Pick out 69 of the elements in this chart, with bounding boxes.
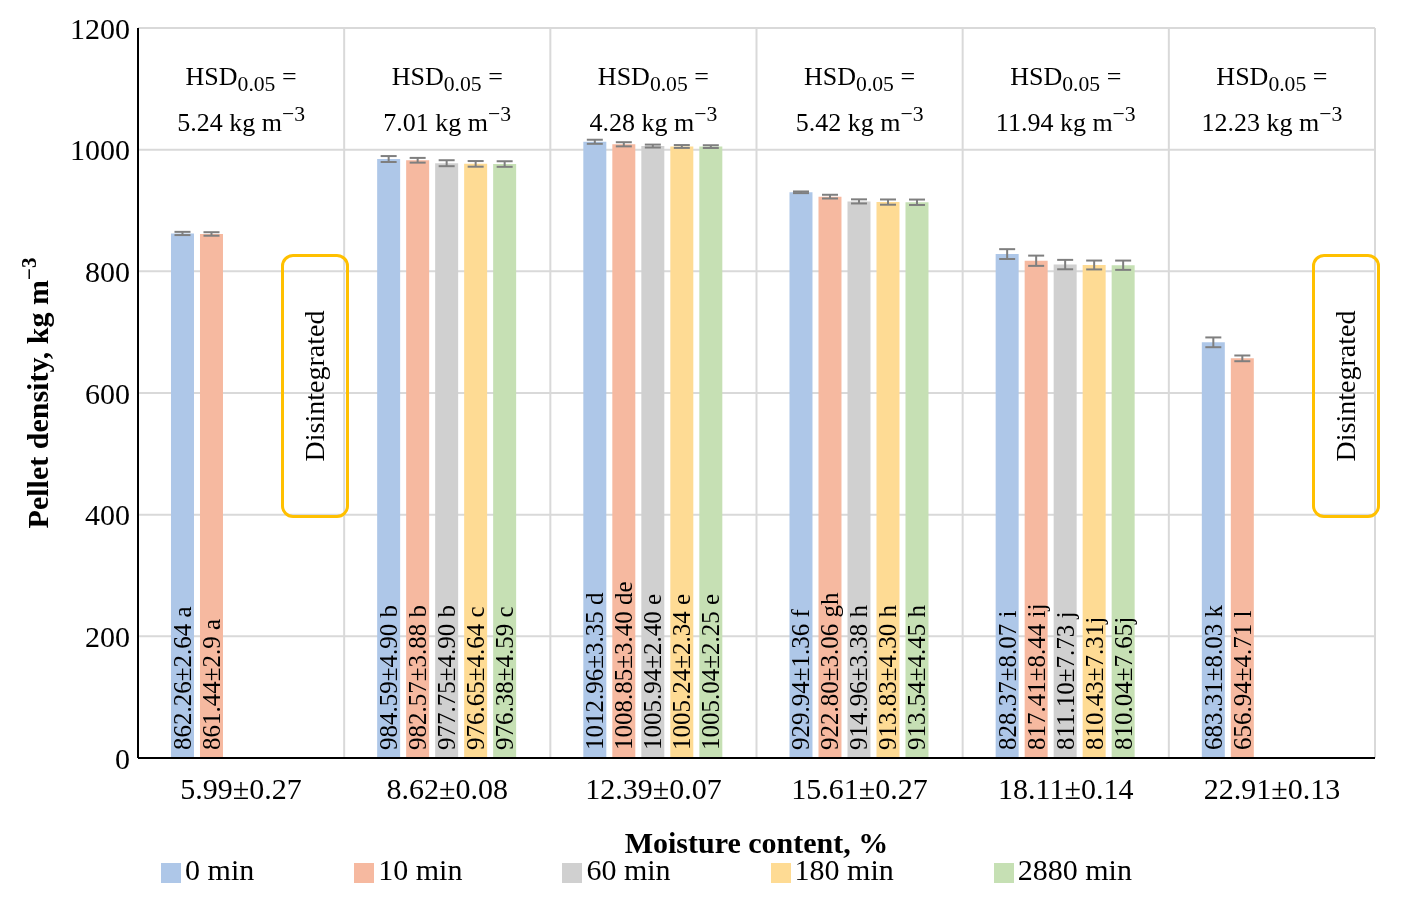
- data-label: 984.59±4.90 b: [375, 605, 403, 750]
- annotation: HSD$_{0.05}$ = 12.23 kg m$^{−3}$: [1200, 61, 1344, 138]
- data-label: 976.65±4.64 c: [462, 606, 490, 750]
- legend-label: 10 min: [378, 853, 463, 886]
- data-label: 828.37±8.07 i: [993, 610, 1021, 750]
- data-label: 976.38±4.59 c: [491, 606, 519, 750]
- bar: [789, 192, 813, 758]
- x-tick-label: 18.11±0.14: [998, 772, 1134, 806]
- bar: [1230, 358, 1254, 758]
- x-tick-label: 12.39±0.07: [585, 772, 722, 806]
- bar: [905, 202, 929, 758]
- bar: [170, 233, 194, 758]
- bar: [612, 144, 636, 758]
- data-label: 1005.94±2.40 e: [639, 593, 667, 750]
- y-tick-label: 1200: [70, 11, 130, 45]
- y-tick-label: 200: [85, 619, 130, 653]
- bar: [377, 159, 401, 758]
- annotation: HSD$_{0.05}$ = 5.42 kg m$^{−3}$: [794, 61, 925, 138]
- data-label: 922.80±3.06 gh: [816, 592, 844, 750]
- bar: [464, 163, 488, 758]
- data-label: 683.31±8.03 k: [1199, 604, 1227, 750]
- annotation: HSD$_{0.05}$ = 11.94 kg m$^{−3}$: [994, 61, 1137, 138]
- bar: [1111, 265, 1135, 758]
- x-tick-label: 8.62±0.08: [386, 772, 508, 806]
- x-tick-label: 5.99±0.27: [180, 772, 302, 806]
- annotation: HSD$_{0.05}$ = 5.24 kg m$^{−3}$: [176, 61, 306, 138]
- data-label: 1008.85±3.40 de: [610, 581, 638, 750]
- data-label: 811.10±7.73 j: [1051, 611, 1079, 750]
- bar: [699, 146, 723, 758]
- data-label: 861.44±2.9 a: [197, 618, 225, 750]
- data-label: 656.94±4.71 l: [1228, 610, 1256, 750]
- data-label: 1005.24±2.34 e: [668, 593, 696, 750]
- annotation: HSD$_{0.05}$ = 7.01 kg m$^{−3}$: [382, 61, 513, 138]
- bar: [1082, 264, 1106, 758]
- x-tick-label: 22.91±0.13: [1203, 772, 1341, 806]
- data-label: 982.57±3.88 b: [404, 605, 432, 750]
- y-tick-label: 1000: [70, 133, 130, 167]
- bar: [583, 141, 607, 758]
- data-label: 913.54±4.45 h: [903, 604, 931, 750]
- data-label: 977.75±4.90 b: [433, 605, 461, 750]
- bar: [995, 254, 1019, 758]
- bar: [818, 196, 842, 758]
- bar: [670, 146, 694, 758]
- data-label: 817.41±8.44 ij: [1022, 603, 1050, 750]
- legend-label: 2880 min: [1017, 853, 1132, 886]
- data-label: 810.04±7.65j: [1109, 616, 1137, 750]
- data-label: 913.83±4.30 h: [874, 604, 902, 750]
- bar: [1201, 342, 1225, 758]
- legend-label: 60 min: [586, 853, 671, 886]
- annotation: Disintegrated: [299, 310, 332, 462]
- y-tick-label: 600: [85, 376, 130, 410]
- bar: [876, 202, 900, 758]
- data-label: 914.96±3.38 h: [845, 604, 873, 750]
- y-tick-label: 800: [85, 254, 130, 288]
- bar: [406, 160, 430, 758]
- bar: [1024, 260, 1048, 758]
- bar: [199, 233, 223, 758]
- bar: [493, 164, 517, 758]
- data-label: 1012.96±3.35 d: [581, 592, 609, 750]
- data-label: 810.43±7.31j: [1080, 616, 1108, 750]
- annotation: HSD$_{0.05}$ = 4.28 kg m$^{−3}$: [588, 61, 719, 138]
- x-tick-label: 15.61±0.27: [791, 772, 928, 806]
- data-label: 1005.04±2.25 e: [697, 593, 725, 750]
- legend-label: 0 min: [185, 853, 255, 886]
- y-tick-label: 400: [85, 498, 130, 532]
- annotation: Disintegrated: [1330, 310, 1363, 462]
- data-label: 862.26±2.64 a: [168, 606, 196, 750]
- y-tick-label: 0: [115, 741, 130, 775]
- data-label: 929.94±1.36 f: [787, 608, 815, 750]
